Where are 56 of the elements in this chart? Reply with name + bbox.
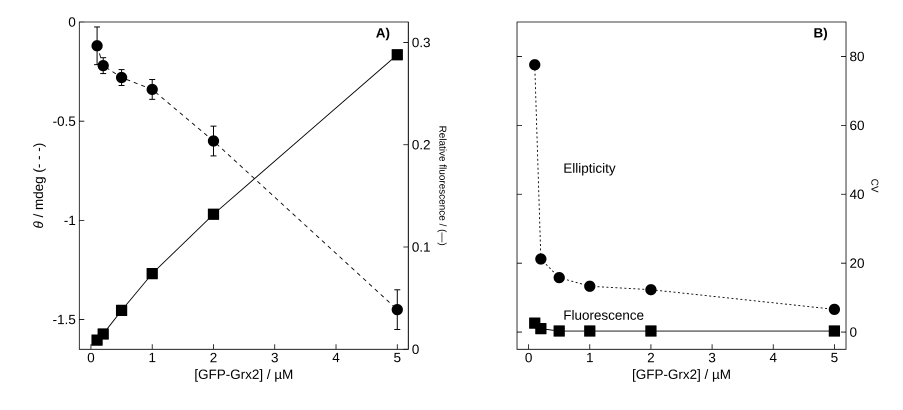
y2-tick-label: 0.2 [412, 140, 430, 150]
y2-tick-label: 0.3 [412, 38, 430, 48]
y-axis-title: θ / mdeg (- - -) [33, 144, 46, 228]
y-tick-label: 0 [68, 17, 76, 27]
point [828, 325, 840, 337]
point [116, 72, 128, 84]
point [584, 280, 596, 292]
x-tick-label: 0 [88, 352, 94, 362]
point [645, 325, 657, 337]
y2-tick-label: 0 [850, 327, 856, 337]
point [392, 304, 403, 316]
point [208, 135, 220, 147]
point [645, 284, 657, 296]
point [116, 304, 128, 316]
point [554, 272, 565, 284]
y-tick-label: -1 [64, 216, 76, 225]
x-tick-label: 5 [394, 352, 400, 362]
point [392, 49, 403, 60]
point [535, 323, 546, 334]
y-tick-label: -0.5 [53, 116, 76, 126]
x-axis-title: [GFP-Grx2] / µM [633, 369, 730, 382]
chart-title: B) [814, 28, 828, 40]
y2-tick-label: 60 [850, 120, 864, 130]
x-tick-label: 1 [150, 352, 156, 362]
x-tick-label: 3 [708, 352, 716, 362]
point [98, 60, 109, 72]
y2-tick-label: 0 [412, 344, 419, 354]
x-tick-label: 3 [272, 352, 278, 362]
x-tick-label: 1 [587, 352, 593, 362]
point [208, 208, 220, 220]
x-axis-title: [GFP-Grx2] / µM [195, 369, 292, 382]
point [535, 253, 546, 265]
x-tick-label: 4 [332, 352, 340, 362]
point [554, 325, 565, 337]
point [91, 40, 103, 52]
series-label: Ellipticity [564, 163, 616, 176]
x-tick-label: 0 [525, 352, 532, 362]
y2-tick-label: 80 [850, 52, 864, 62]
y2-tick-label: 20 [850, 258, 864, 268]
point [146, 84, 158, 96]
point [98, 328, 109, 340]
y2-axis-title: CV [871, 179, 878, 193]
y2-axis-title: Relative fluorescence / (—) [437, 126, 447, 246]
x-tick-label: 2 [648, 352, 654, 362]
point [584, 325, 596, 337]
y2-tick-label: 40 [850, 190, 864, 200]
x-tick-label: 2 [210, 352, 217, 362]
y2-tick-label: 0.1 [412, 242, 430, 252]
point [529, 59, 540, 70]
series-label: Fluorescence [564, 310, 644, 320]
x-tick-label: 5 [831, 352, 838, 362]
chart-title: A) [376, 28, 390, 40]
x-tick-label: 4 [770, 352, 777, 362]
point [146, 268, 158, 280]
y-tick-label: -1.5 [53, 314, 76, 324]
point [828, 304, 840, 315]
